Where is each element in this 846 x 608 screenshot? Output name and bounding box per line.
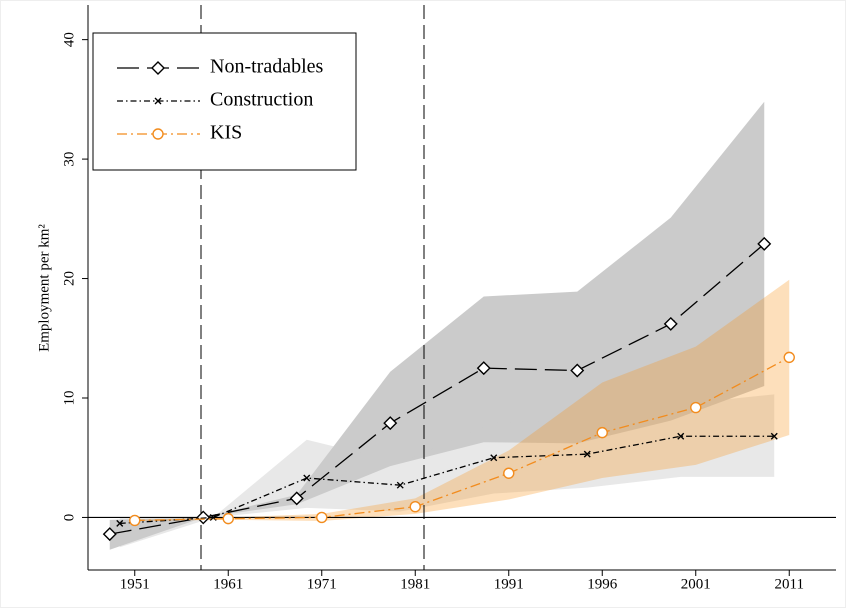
- marker: [303, 474, 311, 482]
- marker: [476, 361, 491, 376]
- marker: [596, 426, 608, 439]
- y-tick-label: 20: [61, 271, 77, 286]
- marker: [677, 432, 685, 440]
- marker: [222, 512, 234, 525]
- marker: [129, 514, 141, 527]
- legend-label: Construction: [210, 89, 313, 111]
- marker: [289, 491, 304, 506]
- marker: [409, 500, 421, 513]
- marker: [316, 511, 328, 524]
- marker: [690, 401, 702, 414]
- marker: [396, 481, 404, 489]
- y-axis-label: Employment per km²: [36, 224, 52, 352]
- marker: [570, 363, 585, 378]
- x-tick-label: 1951: [120, 576, 150, 592]
- marker: [490, 454, 498, 462]
- marker: [783, 351, 795, 364]
- marker: [757, 236, 772, 251]
- marker: [154, 97, 162, 105]
- y-tick-label: 30: [61, 152, 77, 167]
- y-tick-label: 10: [61, 390, 77, 405]
- marker: [152, 128, 164, 140]
- y-tick-label: 0: [61, 514, 77, 522]
- x-tick-label: 1996: [587, 576, 618, 592]
- series-line: [134, 356, 790, 522]
- confidence-band: [134, 279, 790, 522]
- x-tick-label: 1961: [213, 576, 243, 592]
- marker: [663, 316, 678, 331]
- marker: [770, 432, 778, 440]
- legend-label: KIS: [210, 122, 242, 144]
- x-tick-label: 2011: [775, 576, 804, 592]
- marker: [116, 519, 124, 527]
- marker: [151, 61, 165, 75]
- x-tick-label: 1981: [400, 576, 430, 592]
- series-line: [119, 435, 775, 525]
- legend: [92, 32, 357, 171]
- x-tick-label: 2001: [681, 576, 711, 592]
- marker: [383, 416, 398, 431]
- legend-label: Non-tradables: [210, 56, 324, 78]
- marker: [503, 467, 515, 479]
- series-line: [109, 243, 765, 535]
- x-tick-label: 1991: [494, 576, 524, 592]
- marker: [583, 450, 591, 458]
- x-tick-label: 1971: [307, 576, 337, 592]
- y-tick-label: 40: [61, 32, 77, 47]
- marker: [102, 527, 117, 542]
